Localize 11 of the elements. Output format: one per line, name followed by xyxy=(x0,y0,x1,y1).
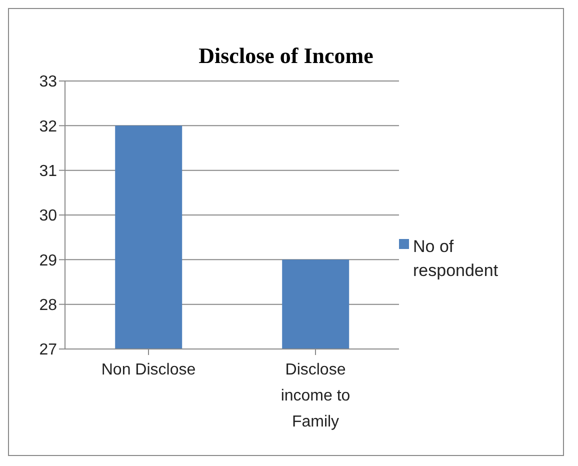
legend-label: No of respondent xyxy=(413,236,500,282)
y-tick-label: 27 xyxy=(39,342,58,359)
y-tick-label: 30 xyxy=(39,208,58,225)
x-tick-label: Non Disclose xyxy=(101,361,196,378)
y-tick-label: 33 xyxy=(39,74,58,91)
y-tick-label: 28 xyxy=(39,297,58,314)
chart-title: Disclose of Income xyxy=(198,43,374,69)
y-tick-label: 32 xyxy=(39,118,58,136)
y-tick-label: 29 xyxy=(39,252,58,270)
x-tick-label: Disclose income to Family xyxy=(280,361,350,430)
y-tick-label: 31 xyxy=(39,163,58,180)
